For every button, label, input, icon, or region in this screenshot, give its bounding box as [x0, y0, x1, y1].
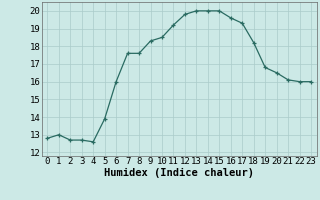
X-axis label: Humidex (Indice chaleur): Humidex (Indice chaleur) [104, 168, 254, 178]
